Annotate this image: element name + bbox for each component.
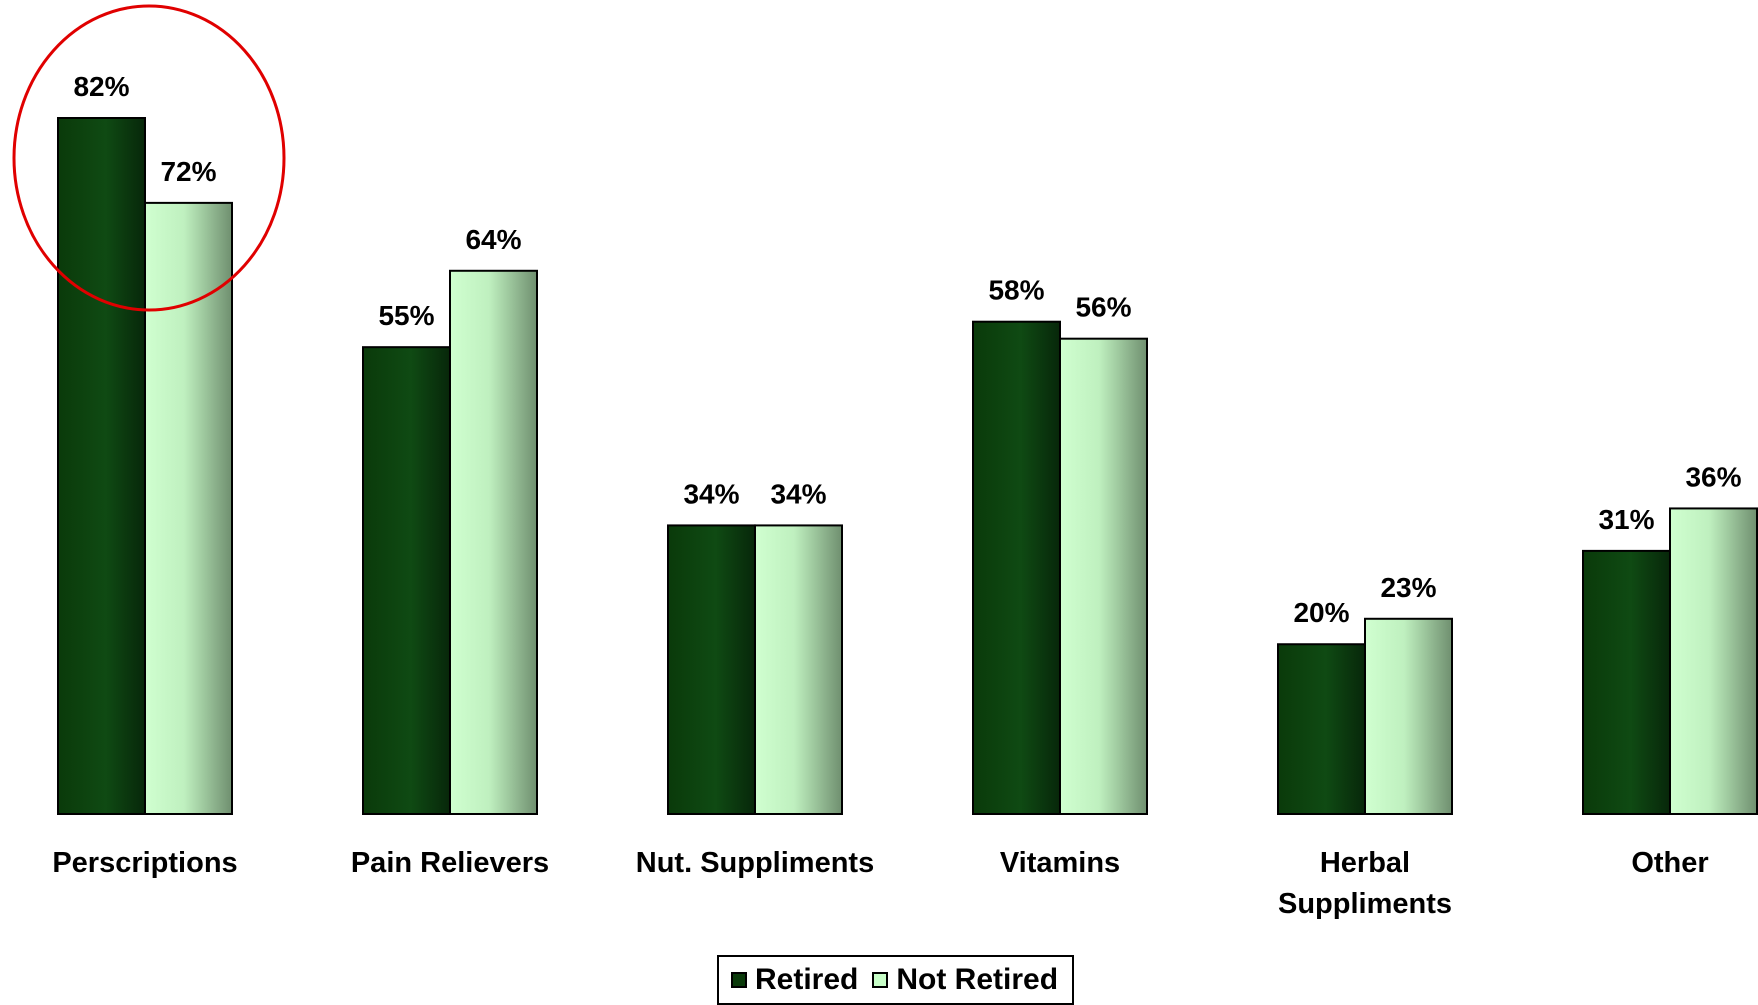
bar-retired-perscriptions [57, 117, 146, 815]
legend-label-not-retired: Not Retired [896, 963, 1059, 996]
bar-retired-vitamins [972, 320, 1061, 815]
data-label-not-retired-herbal-suppliments: 23% [1380, 572, 1436, 603]
data-label-retired-pain-relievers: 55% [378, 300, 434, 331]
data-label-not-retired-vitamins: 56% [1075, 292, 1131, 323]
data-label-retired-vitamins: 58% [988, 275, 1044, 306]
category-label-nut-suppliments: Nut. Suppliments [636, 847, 874, 879]
data-label-not-retired-other: 36% [1685, 461, 1741, 492]
data-label-not-retired-pain-relievers: 64% [465, 224, 521, 255]
bar-not-retired-herbal-suppliments [1364, 617, 1453, 816]
legend-item-retired: Retired [731, 963, 858, 997]
data-label-retired-other: 31% [1598, 504, 1654, 535]
bar-retired-other [1582, 549, 1671, 815]
bar-not-retired-perscriptions [144, 201, 233, 815]
data-label-retired-herbal-suppliments: 20% [1293, 597, 1349, 628]
bar-retired-pain-relievers [362, 346, 451, 815]
category-label-other: Other [1631, 847, 1708, 879]
bar-retired-herbal-suppliments [1277, 643, 1366, 815]
category-label-herbal-suppliments: Herbal Suppliments [1278, 847, 1452, 920]
bars-group [57, 117, 1758, 816]
highlight-circle [12, 4, 286, 312]
bar-not-retired-vitamins [1059, 337, 1148, 815]
category-label-pain-relievers: Pain Relievers [351, 847, 549, 879]
legend-swatch-retired [731, 972, 747, 988]
bar-not-retired-other [1669, 507, 1758, 815]
data-label-retired-perscriptions: 82% [73, 71, 129, 102]
bar-not-retired-nut-suppliments [754, 524, 843, 815]
data-label-not-retired-nut-suppliments: 34% [770, 478, 826, 509]
category-label-perscriptions: Perscriptions [52, 847, 237, 879]
bar-retired-nut-suppliments [667, 524, 756, 815]
bar-not-retired-pain-relievers [449, 269, 538, 815]
annotation-group [12, 4, 286, 312]
category-label-vitamins: Vitamins [1000, 847, 1120, 879]
legend-item-not-retired: Not Retired [872, 963, 1058, 997]
legend-label-retired: Retired [755, 963, 859, 996]
data-label-retired-nut-suppliments: 34% [683, 478, 739, 509]
legend-swatch-not-retired [872, 972, 889, 988]
labels-group: 82% 72% Perscriptions 55% 64% Pain Relievers 3… [52, 71, 1741, 920]
data-label-not-retired-perscriptions: 72% [160, 156, 216, 187]
legend: Retired Not Retired [717, 955, 1075, 1005]
